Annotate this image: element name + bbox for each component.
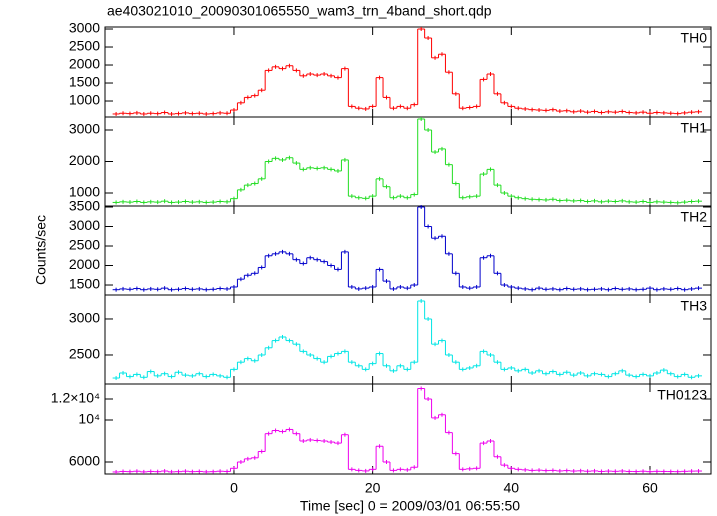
panel-label: TH2 bbox=[681, 209, 708, 225]
x-tick-label: 40 bbox=[504, 480, 520, 496]
panel-label: TH3 bbox=[681, 298, 708, 314]
step-connector bbox=[119, 388, 696, 472]
y-tick-label: 3500 bbox=[69, 198, 100, 214]
y-axis-label: Counts/sec bbox=[33, 215, 49, 285]
y-tick-label: 3000 bbox=[69, 20, 100, 36]
y-tick-label: 2500 bbox=[69, 346, 100, 362]
panel-frame bbox=[104, 383, 712, 475]
x-tick-label: 60 bbox=[642, 480, 658, 496]
y-tick-label: 2000 bbox=[69, 256, 100, 272]
panel-frame bbox=[104, 26, 712, 118]
y-tick-label: 3000 bbox=[69, 310, 100, 326]
y-tick-label: 10⁴ bbox=[78, 411, 100, 427]
x-axis-label: Time [sec] 0 = 2009/03/01 06:55:50 bbox=[300, 498, 520, 514]
y-tick-label: 2000 bbox=[69, 152, 100, 168]
x-tick-label: 20 bbox=[365, 480, 381, 496]
x-tick-label: 0 bbox=[230, 480, 238, 496]
panel-label: TH0 bbox=[681, 30, 708, 46]
chart-title: ae403021010_20090301065550_wam3_trn_4ban… bbox=[107, 3, 492, 19]
y-tick-label: 2500 bbox=[69, 38, 100, 54]
step-connector bbox=[119, 118, 696, 203]
panel-label: TH0123 bbox=[657, 387, 707, 403]
y-tick-label: 6000 bbox=[69, 453, 100, 469]
step-connector bbox=[119, 207, 696, 290]
y-tick-label: 3000 bbox=[69, 217, 100, 233]
y-tick-label: 1500 bbox=[69, 74, 100, 90]
y-tick-label: 1.2×10⁴ bbox=[51, 390, 100, 406]
panel-frame bbox=[104, 205, 712, 296]
step-connector bbox=[119, 29, 696, 114]
y-tick-label: 1000 bbox=[69, 92, 100, 108]
y-tick-label: 2000 bbox=[69, 56, 100, 72]
panel-label: TH1 bbox=[681, 120, 708, 136]
panel-frame bbox=[104, 116, 712, 207]
y-tick-label: 1500 bbox=[69, 276, 100, 292]
y-tick-label: 1000 bbox=[69, 184, 100, 200]
step-connector bbox=[119, 300, 696, 379]
y-tick-label: 2500 bbox=[69, 237, 100, 253]
y-tick-label: 3000 bbox=[69, 121, 100, 137]
